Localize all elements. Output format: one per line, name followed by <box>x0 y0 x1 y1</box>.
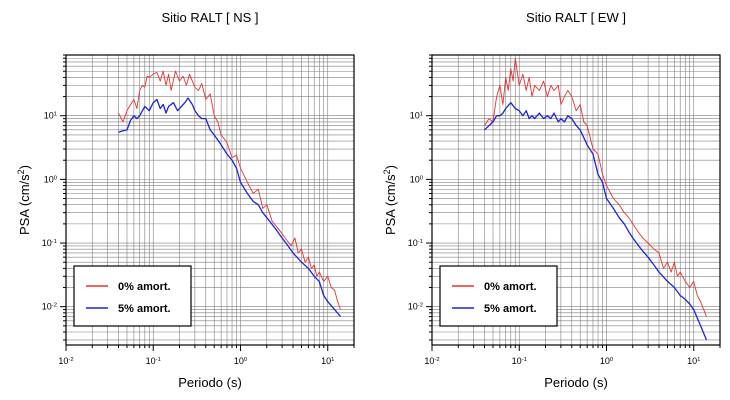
x-tick-label: 100 <box>600 356 614 366</box>
legend-label: 0% amort. <box>118 281 171 293</box>
x-tick-label: 10-2 <box>58 356 73 366</box>
legend-label: 5% amort. <box>484 303 537 315</box>
y-tick-label: 10-1 <box>42 238 57 248</box>
y-tick-label: 10-1 <box>408 238 423 248</box>
x-tick-label: 10-1 <box>146 356 161 366</box>
legend-box <box>73 265 192 327</box>
legend-box <box>439 265 558 327</box>
y-tick-label: 100 <box>410 174 424 184</box>
plot-frame <box>65 54 355 346</box>
x-tick-label: 10-2 <box>424 356 439 366</box>
grid-lines <box>65 54 355 345</box>
x-tick-label: 10-1 <box>512 356 527 366</box>
x-tick-label: 101 <box>687 356 700 366</box>
chart-panel-ew: 10-2 10-1 100 101 10-2 10-1 100 101 Sitio RALT [… <box>382 10 721 390</box>
x-tick-label: 100 <box>234 356 248 366</box>
legend-label: 5% amort. <box>118 303 171 315</box>
y-tick-label: 101 <box>44 111 57 121</box>
x-axis-label: Periodo (s) <box>544 375 608 390</box>
series-line-amort-5 <box>484 102 708 341</box>
series-line-amort-5 <box>118 97 341 317</box>
y-tick-label: 10-2 <box>408 302 423 312</box>
y-tick-label: 100 <box>44 174 58 184</box>
y-tick-label: 101 <box>410 111 423 121</box>
legend: 0% amort. 5% amort. <box>439 265 558 327</box>
series-line-amort-0 <box>118 70 341 310</box>
legend-label: 0% amort. <box>484 281 537 293</box>
y-tick-label: 10-2 <box>42 302 57 312</box>
series-line-amort-0 <box>484 57 707 317</box>
chart-title: Sitio RALT [ NS ] <box>161 10 258 25</box>
chart-panel-ns: 10-2 10-1 100 101 10-2 10-1 100 101 Sitio RALT [… <box>16 10 355 390</box>
legend: 0% amort. 5% amort. <box>73 265 192 327</box>
plot-frame <box>431 54 721 346</box>
x-tick-label: 101 <box>321 356 334 366</box>
y-axis-label: PSA (cm/s2) <box>382 165 398 235</box>
chart-title: Sitio RALT [ EW ] <box>526 10 626 25</box>
y-axis-label: PSA (cm/s2) <box>16 165 32 235</box>
x-axis-label: Periodo (s) <box>178 375 242 390</box>
